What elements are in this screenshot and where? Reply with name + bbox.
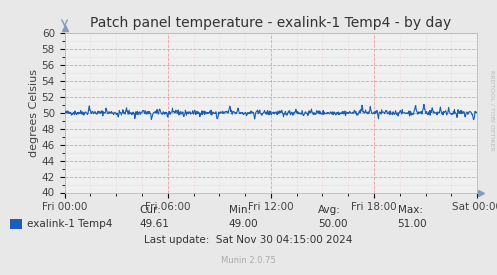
Text: exalink-1 Temp4: exalink-1 Temp4 xyxy=(27,219,113,229)
Text: 49.00: 49.00 xyxy=(229,219,258,229)
Text: Min:: Min: xyxy=(229,205,251,215)
Title: Patch panel temperature - exalink-1 Temp4 - by day: Patch panel temperature - exalink-1 Temp… xyxy=(90,16,451,31)
Text: Cur:: Cur: xyxy=(139,205,161,215)
Text: Last update:  Sat Nov 30 04:15:00 2024: Last update: Sat Nov 30 04:15:00 2024 xyxy=(144,235,353,245)
Text: 50.00: 50.00 xyxy=(318,219,347,229)
Text: RRDTOOL / TOBI OETIKER: RRDTOOL / TOBI OETIKER xyxy=(490,70,495,150)
Text: Munin 2.0.75: Munin 2.0.75 xyxy=(221,256,276,265)
Text: Max:: Max: xyxy=(398,205,422,215)
Text: Avg:: Avg: xyxy=(318,205,341,215)
Text: 51.00: 51.00 xyxy=(398,219,427,229)
Y-axis label: degrees Celsius: degrees Celsius xyxy=(29,69,39,157)
Text: 49.61: 49.61 xyxy=(139,219,169,229)
